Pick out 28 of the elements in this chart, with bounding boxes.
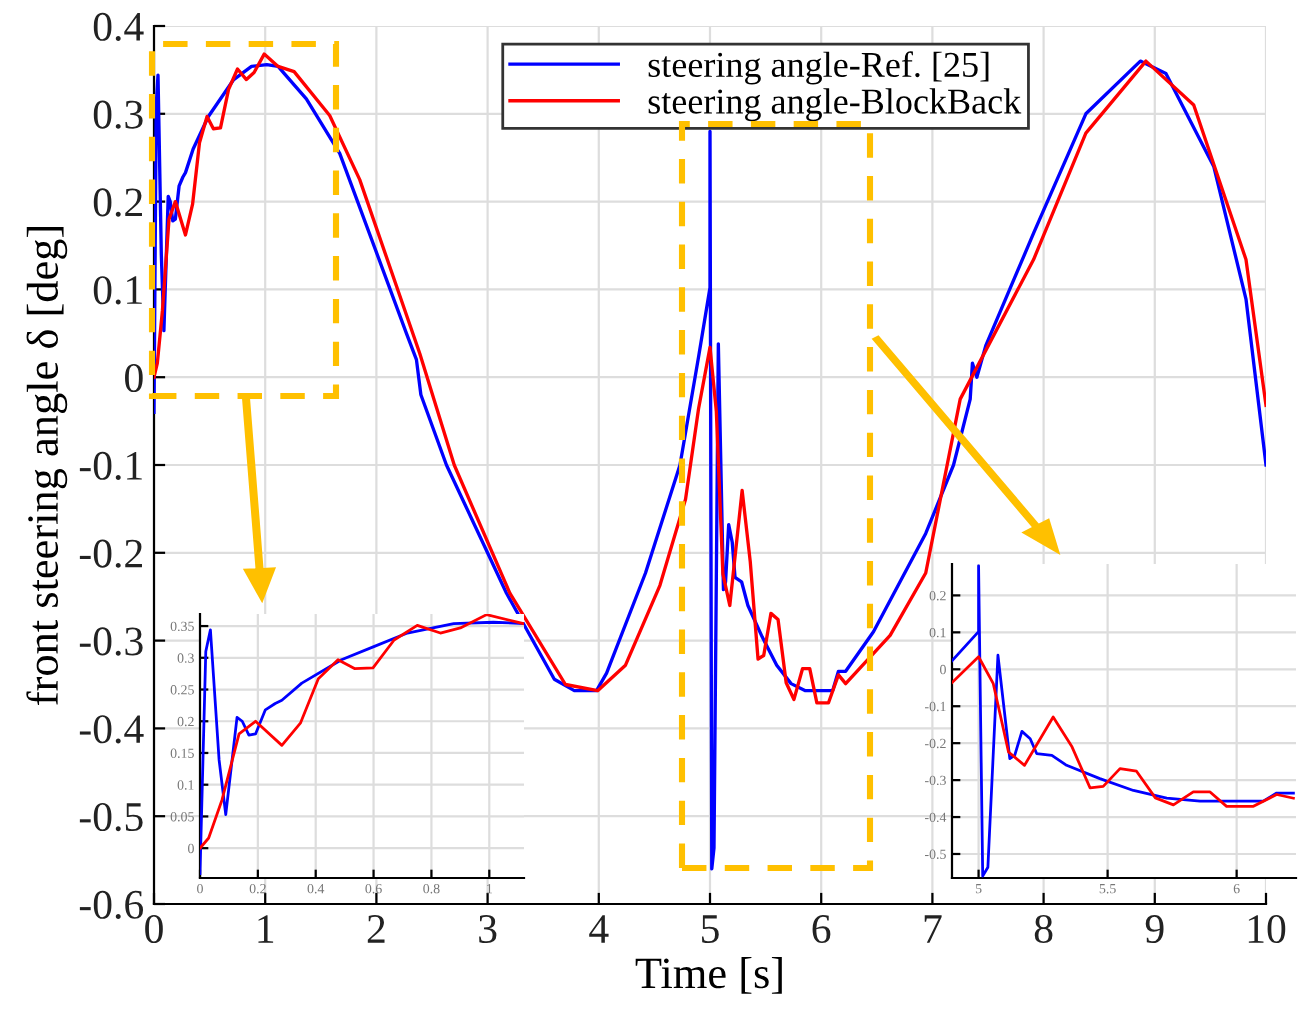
x-tick-label: 6 bbox=[812, 915, 831, 944]
y-tick-label: 0.1 bbox=[93, 276, 142, 305]
x-tick-label: 8 bbox=[1034, 914, 1053, 944]
x-tick-label: 4 bbox=[589, 915, 609, 943]
x-tick-label: 1 bbox=[258, 915, 274, 943]
y-tick-label: 0.4 bbox=[93, 12, 144, 42]
y-tick-label: -0.4 bbox=[79, 715, 144, 744]
y-tick-label: -0.5 bbox=[79, 802, 143, 832]
y-tick-label: -0.2 bbox=[79, 539, 142, 568]
line-series bbox=[952, 655, 1295, 808]
x-tick-label: 3 bbox=[479, 915, 497, 944]
y-tick-label: -0.6 bbox=[79, 890, 144, 920]
x-tick-label: 5 bbox=[702, 915, 719, 944]
y-axis-title: front steering angle δ [deg] bbox=[26, 227, 68, 705]
y-tick-label: 0.3 bbox=[93, 100, 143, 129]
x-axis-title: Time [s] bbox=[635, 957, 782, 994]
x-tick-label: 0 bbox=[145, 914, 163, 944]
y-tick-label: -0.1 bbox=[79, 451, 142, 481]
legend-label: steering angle-Ref. [25] bbox=[648, 51, 989, 85]
x-tick-label: 2 bbox=[367, 915, 385, 943]
x-tick-label: 9 bbox=[1145, 915, 1164, 944]
y-tick-label: -0.3 bbox=[79, 627, 143, 656]
y-tick-label: 0 bbox=[125, 363, 143, 393]
x-tick-label: 10 bbox=[1248, 914, 1286, 944]
y-tick-label: 0.2 bbox=[93, 188, 142, 217]
legend-label: steering angle-BlockBack bbox=[648, 88, 1022, 122]
x-tick-label: 7 bbox=[924, 915, 942, 943]
line-series bbox=[952, 564, 1295, 878]
